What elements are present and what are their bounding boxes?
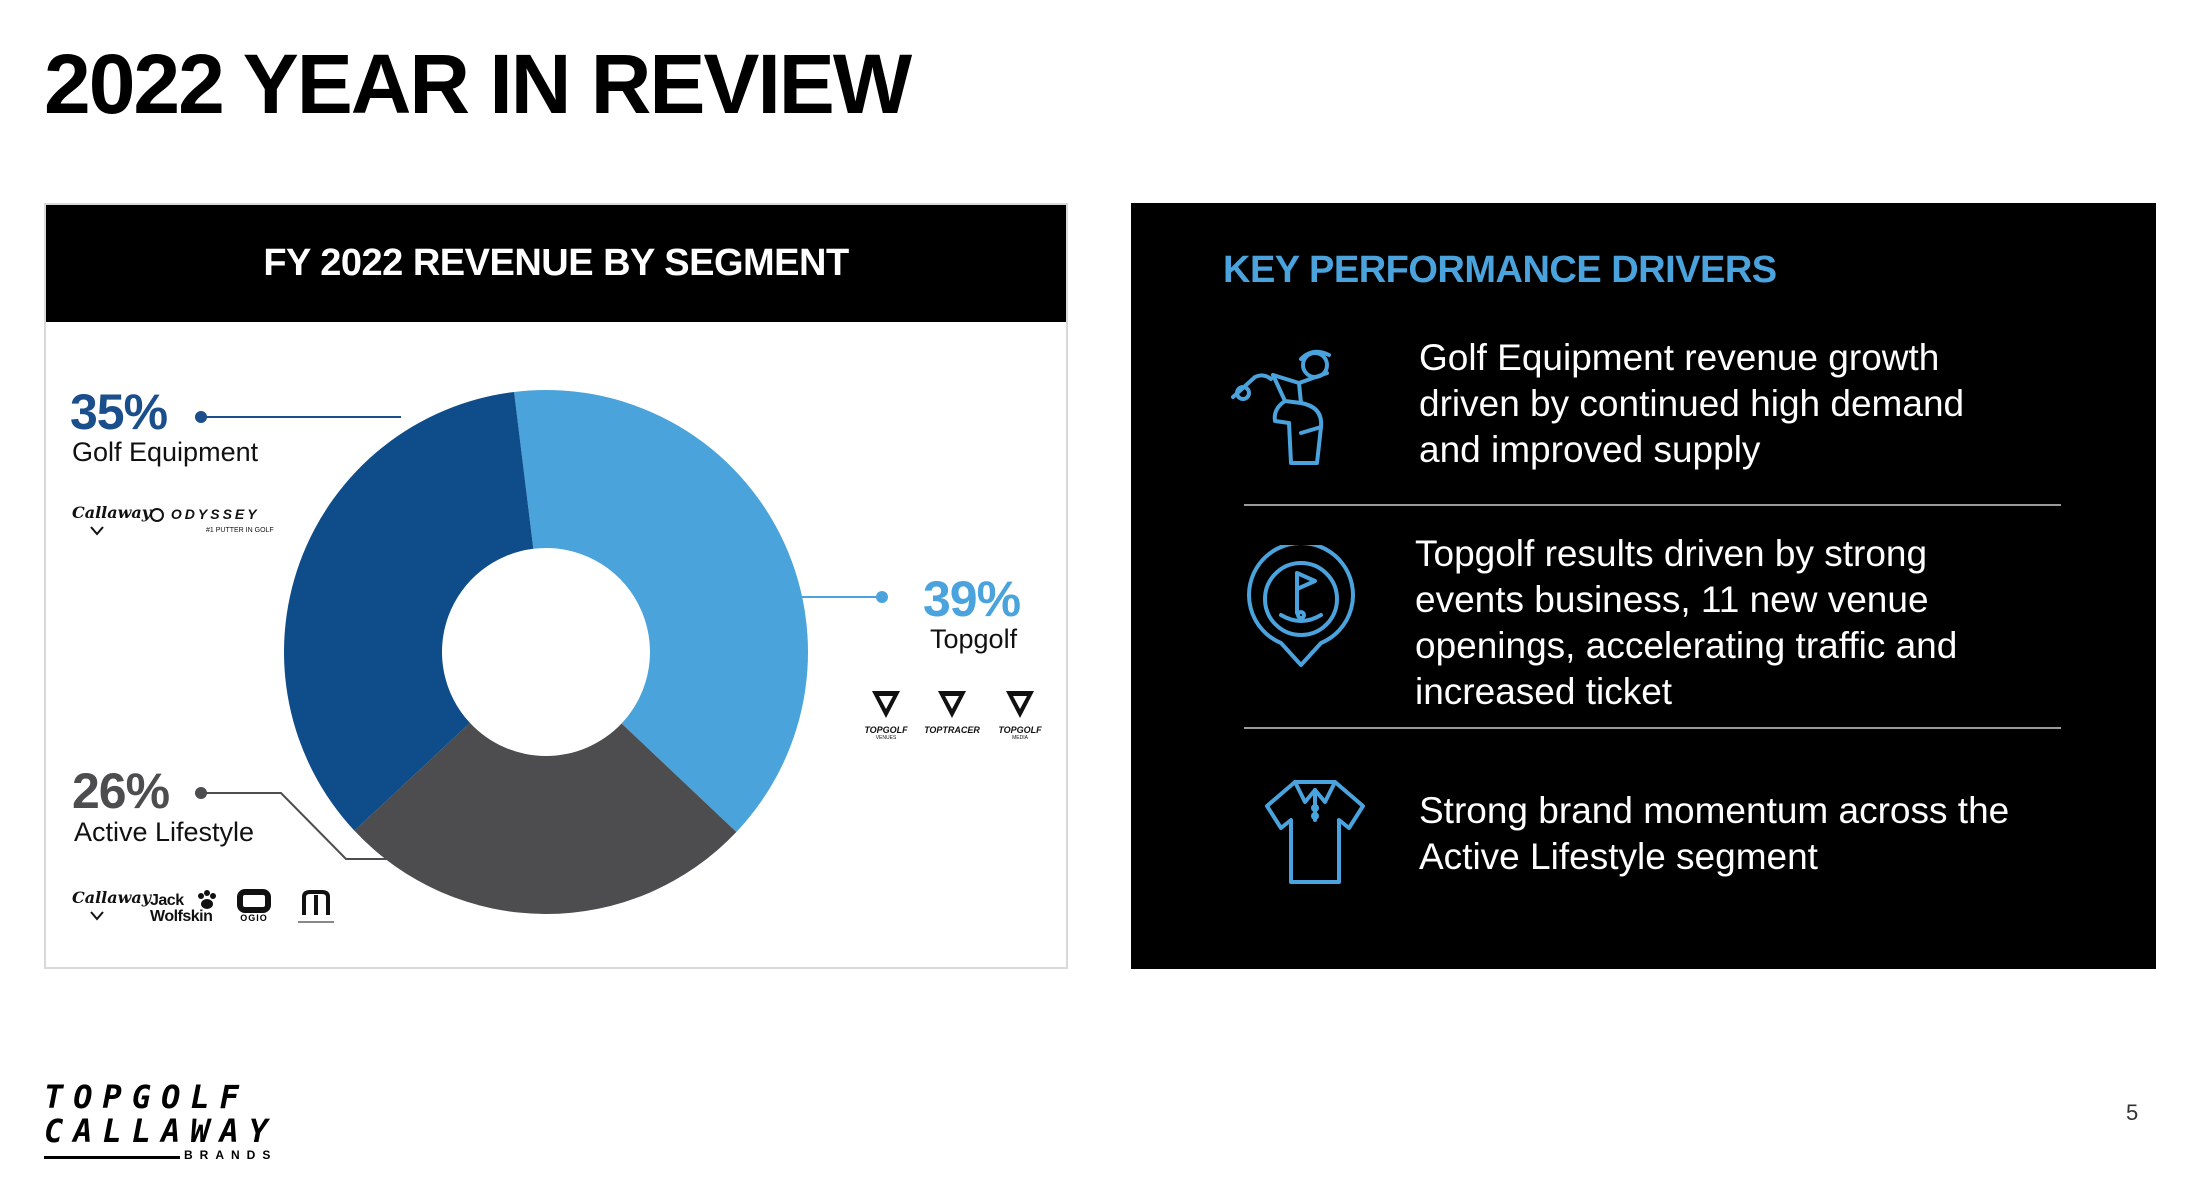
- ogio-mark-icon: [237, 889, 271, 913]
- page-number: 5: [2126, 1100, 2139, 1125]
- driver-line: openings, accelerating traffic and: [1415, 625, 1958, 666]
- toptracer-logo: TOPTRACER: [916, 688, 988, 735]
- odyssey-logo: ODYSSEY: [150, 506, 260, 523]
- topgolf-callaway-logo: TOPGOLF CALLAWAY BRANDS: [44, 1078, 284, 1162]
- leader-line-golf-equipment: [195, 411, 401, 423]
- odyssey-tagline: #1 PUTTER IN GOLF: [206, 527, 274, 534]
- revenue-chart-panel: FY 2022 REVENUE BY SEGMENT 35% Golf Equi…: [44, 203, 1068, 969]
- leader-line-topgolf: [801, 591, 888, 603]
- ogio-logo: OGIO: [234, 889, 274, 923]
- donut-chart: [195, 390, 888, 914]
- driver-line: increased ticket: [1415, 671, 1673, 712]
- chart-header: FY 2022 REVENUE BY SEGMENT: [46, 205, 1066, 322]
- callaway-apparel-logo: Callaway: [72, 888, 152, 907]
- logo-line-topgolf: TOPGOLF: [44, 1078, 249, 1116]
- callaway-apparel-chevron-icon: [90, 908, 104, 921]
- drivers-title: KEY PERFORMANCE DRIVERS: [1223, 249, 1777, 291]
- chart-title: FY 2022 REVENUE BY SEGMENT: [263, 242, 849, 284]
- driver-line: Topgolf results driven by strong: [1415, 533, 1928, 574]
- topgolf-media-logo: TOPGOLF MEDIA: [990, 688, 1050, 741]
- ogio-wordmark: OGIO: [240, 913, 268, 923]
- topgolf-venues-logo: TOPGOLF VENUES: [858, 688, 914, 741]
- donut-slice-golf-equipment: [283, 391, 534, 831]
- driver-line: Active Lifestyle segment: [1419, 836, 1818, 877]
- odyssey-circle-icon: [150, 508, 164, 523]
- driver-line: Strong brand momentum across the: [1419, 790, 2010, 831]
- odyssey-wordmark: ODYSSEY: [170, 506, 260, 522]
- topgolf-media-wordmark: TOPGOLF: [998, 725, 1042, 735]
- logo-rule: [44, 1156, 180, 1159]
- topgolf-shield-icon: [872, 691, 900, 718]
- travismathew-logo-icon: [294, 889, 338, 930]
- performance-drivers-panel: KEY PERFORMANCE DRIVERS Golf Equipment r…: [1131, 203, 2156, 969]
- polo-shirt-icon: [1261, 776, 1369, 893]
- logo-line-callaway: CALLAWAY: [44, 1112, 279, 1150]
- active-lifestyle-pct: 26%: [72, 763, 170, 819]
- driver-line: driven by continued high demand: [1419, 383, 1965, 424]
- toptracer-wordmark: TOPTRACER: [924, 725, 980, 735]
- driver-line: Golf Equipment revenue growth: [1419, 337, 1940, 378]
- topgolf-media-sub: MEDIA: [1012, 735, 1028, 741]
- donut-slice-topgolf: [514, 390, 808, 833]
- jack-wolfskin-logo: Jack Wolfskin: [150, 892, 213, 925]
- callaway-chevron-icon: [90, 523, 104, 536]
- topgolf-media-shield-icon: [1006, 691, 1034, 718]
- driver-text-active-lifestyle: Strong brand momentum across the Active …: [1419, 788, 2059, 880]
- golfer-icon: [1229, 343, 1353, 472]
- driver-text-golf-equipment: Golf Equipment revenue growth driven by …: [1419, 335, 2059, 473]
- topgolf-venues-sub: VENUES: [875, 735, 897, 741]
- golf-equipment-pct: 35%: [70, 384, 168, 440]
- active-lifestyle-label: Active Lifestyle: [74, 817, 255, 847]
- donut-slice-active-lifestyle: [354, 722, 737, 914]
- driver-text-topgolf: Topgolf results driven by strong events …: [1415, 531, 2055, 715]
- topgolf-label: Topgolf: [930, 624, 1018, 654]
- topgolf-pin-icon: [1245, 541, 1357, 674]
- toptracer-shield-icon: [938, 691, 966, 718]
- topgolf-venues-wordmark: TOPGOLF: [864, 725, 908, 735]
- callaway-logo: Callaway: [72, 503, 152, 522]
- golf-equipment-label: Golf Equipment: [72, 437, 259, 467]
- jack-wolfskin-paw-icon: [196, 889, 218, 916]
- driver-divider: [1244, 504, 2061, 506]
- topgolf-pct: 39%: [923, 571, 1021, 627]
- driver-divider: [1244, 727, 2061, 729]
- page-title: 2022 YEAR IN REVIEW: [44, 37, 912, 131]
- driver-line: and improved supply: [1419, 429, 1761, 470]
- logo-line-brands: BRANDS: [184, 1148, 278, 1162]
- driver-line: events business, 11 new venue: [1415, 579, 1929, 620]
- leader-line-active-lifestyle: [195, 787, 416, 860]
